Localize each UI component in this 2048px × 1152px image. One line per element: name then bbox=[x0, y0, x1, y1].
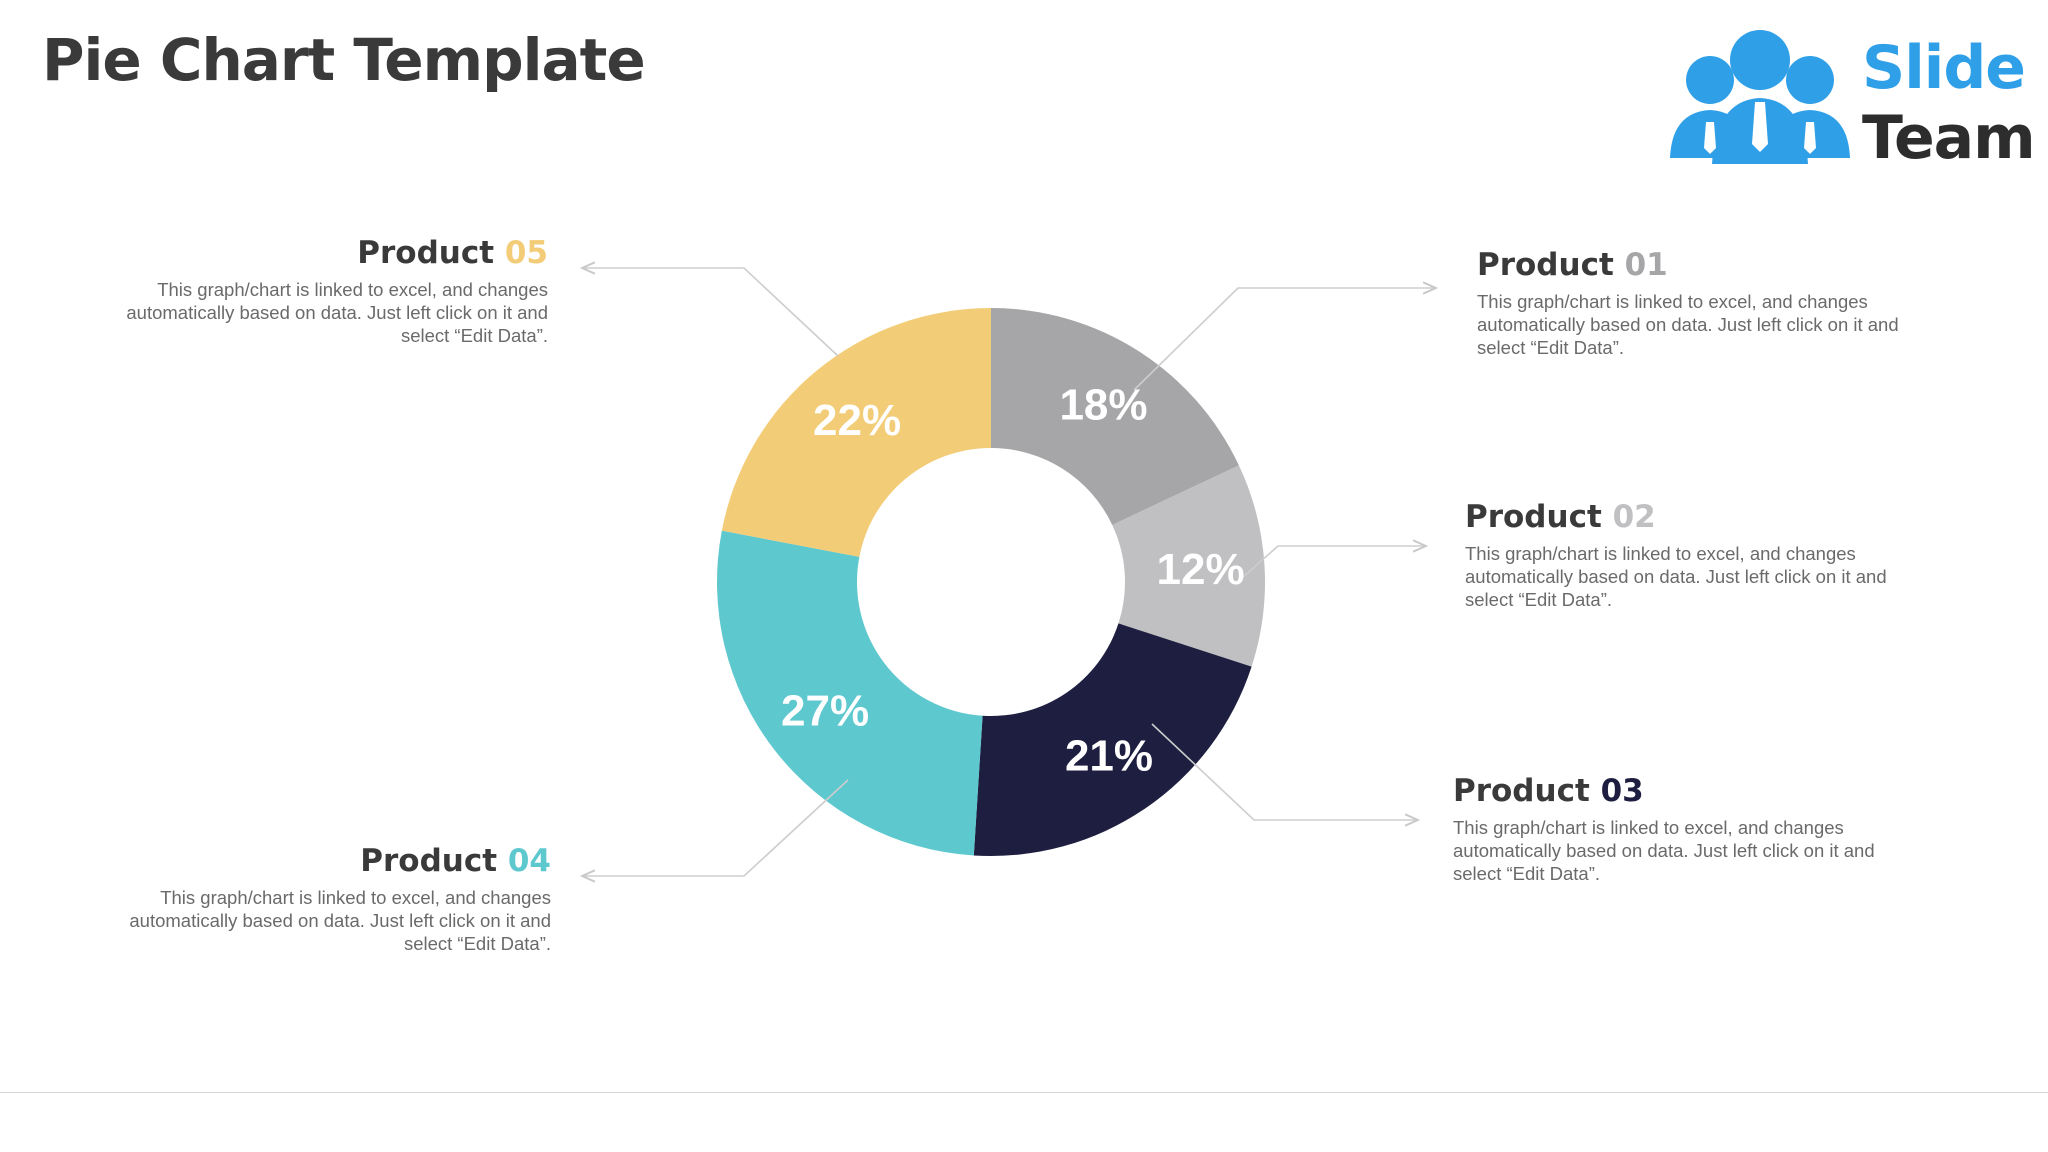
logo-word-slide: Slide bbox=[1862, 33, 2026, 103]
label-word: Product bbox=[360, 843, 498, 879]
label-title-product-02: Product 02 bbox=[1465, 498, 1905, 536]
label-product-04: Product 04 This graph/chart is linked to… bbox=[111, 842, 551, 955]
leader-line-product-03 bbox=[1151, 723, 1418, 820]
leader-line-product-04 bbox=[582, 779, 849, 876]
slice-value-label-product-04: 27% bbox=[781, 687, 869, 736]
leader-line-product-05 bbox=[582, 268, 839, 357]
label-number: 02 bbox=[1612, 499, 1656, 535]
label-product-01: Product 01 This graph/chart is linked to… bbox=[1477, 246, 1917, 359]
donut-slice-product-05[interactable] bbox=[721, 308, 991, 557]
donut-slice-product-02[interactable] bbox=[1112, 465, 1265, 667]
people-group-icon bbox=[1670, 30, 1850, 164]
label-number: 04 bbox=[507, 843, 551, 879]
page-title: Pie Chart Template bbox=[42, 26, 646, 94]
logo-word-team: Team bbox=[1862, 103, 2036, 173]
footer-divider bbox=[0, 1092, 2048, 1093]
label-product-02: Product 02 This graph/chart is linked to… bbox=[1465, 498, 1905, 611]
label-description: This graph/chart is linked to excel, and… bbox=[1465, 543, 1887, 610]
donut-slice-product-04[interactable] bbox=[716, 530, 983, 856]
label-product-03: Product 03 This graph/chart is linked to… bbox=[1453, 772, 1893, 885]
label-description: This graph/chart is linked to excel, and… bbox=[126, 279, 548, 346]
leader-line-product-02 bbox=[1241, 546, 1426, 579]
label-title-product-03: Product 03 bbox=[1453, 772, 1893, 810]
label-word: Product bbox=[1465, 499, 1602, 535]
label-word: Product bbox=[1453, 773, 1590, 809]
slice-value-label-product-05: 22% bbox=[813, 396, 901, 445]
donut-slice-product-03[interactable] bbox=[973, 623, 1252, 857]
label-number: 01 bbox=[1624, 247, 1668, 283]
slice-value-label-product-02: 12% bbox=[1157, 545, 1245, 594]
label-title-product-01: Product 01 bbox=[1477, 246, 1917, 284]
slideteam-logo[interactable]: Slide Team bbox=[1660, 28, 2036, 168]
label-product-05: Product 05 This graph/chart is linked to… bbox=[108, 234, 548, 347]
leader-line-product-01 bbox=[1133, 288, 1436, 391]
label-word: Product bbox=[1477, 247, 1614, 283]
label-word: Product bbox=[357, 235, 495, 271]
label-title-product-05: Product 05 bbox=[108, 234, 548, 272]
donut-slice-product-01[interactable] bbox=[991, 308, 1239, 525]
label-title-product-04: Product 04 bbox=[111, 842, 551, 880]
label-number: 05 bbox=[504, 235, 548, 271]
label-description: This graph/chart is linked to excel, and… bbox=[129, 887, 551, 954]
slice-value-label-product-01: 18% bbox=[1059, 381, 1147, 430]
slice-value-label-product-03: 21% bbox=[1065, 732, 1153, 781]
label-description: This graph/chart is linked to excel, and… bbox=[1453, 817, 1875, 884]
label-number: 03 bbox=[1600, 773, 1644, 809]
label-description: This graph/chart is linked to excel, and… bbox=[1477, 291, 1899, 358]
